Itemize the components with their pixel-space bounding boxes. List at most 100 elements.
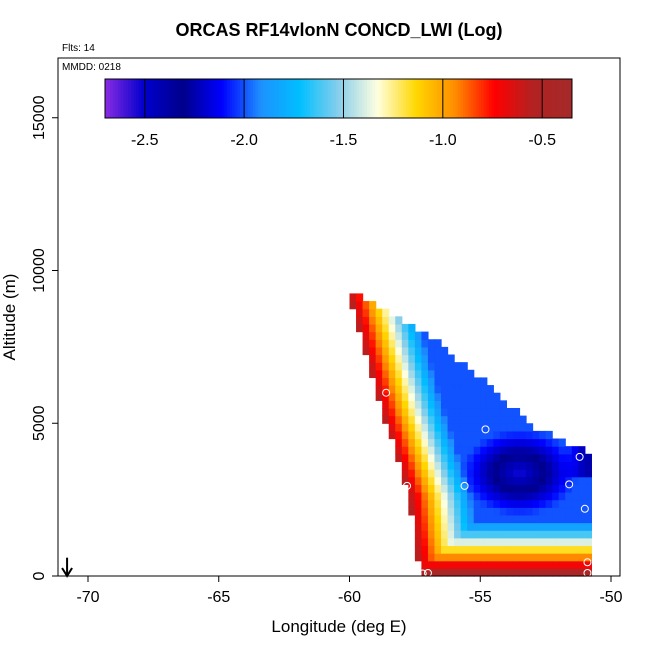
heatmap-cell	[467, 553, 475, 562]
colorbar-segment	[325, 79, 329, 118]
heatmap-cell	[565, 545, 573, 554]
heatmap-cell	[408, 369, 416, 379]
heatmap-cell	[486, 430, 494, 440]
heatmap-cell	[526, 522, 534, 531]
heatmap-cell	[421, 400, 429, 409]
heatmap-cell	[427, 522, 436, 531]
heatmap-cell	[467, 377, 475, 386]
heatmap-cell	[434, 514, 442, 524]
heatmap-cell	[447, 560, 455, 569]
x-tick-label: -60	[338, 589, 361, 606]
heatmap-cell	[421, 537, 429, 547]
heatmap-cell	[421, 484, 429, 493]
heatmap-cell	[493, 568, 501, 577]
heatmap-cell	[480, 400, 488, 409]
heatmap-cell	[532, 446, 540, 455]
colorbar-segment	[486, 79, 490, 118]
heatmap-cell	[427, 446, 436, 455]
colorbar-segment	[374, 79, 378, 118]
heatmap-cell	[493, 423, 501, 432]
heatmap-cell	[473, 430, 481, 440]
heatmap-cell	[414, 499, 423, 508]
heatmap-cell	[480, 522, 488, 531]
heatmap-cell	[388, 423, 396, 432]
heatmap-cell	[414, 354, 423, 363]
heatmap-cell	[460, 537, 468, 547]
heatmap-cell	[434, 392, 442, 401]
heatmap-cell	[519, 423, 527, 432]
heatmap-cell	[434, 362, 442, 371]
heatmap-cell	[434, 560, 442, 569]
colorbar-segment	[234, 79, 238, 118]
heatmap-cell	[532, 553, 540, 562]
heatmap-cell	[539, 545, 547, 554]
heatmap-cell	[545, 507, 553, 516]
x-tick-label: -70	[76, 589, 99, 606]
colorbar-segment	[398, 79, 402, 118]
heatmap-cell	[375, 308, 383, 317]
heatmap-cell	[447, 514, 455, 524]
heatmap-cell	[467, 400, 475, 409]
heatmap-cell	[565, 530, 573, 539]
heatmap-cell	[447, 553, 455, 562]
colorbar-segment	[138, 79, 142, 118]
heatmap-cell	[447, 385, 455, 394]
colorbar-segment	[294, 79, 298, 118]
heatmap-cell	[571, 507, 579, 516]
heatmap-cell	[552, 499, 560, 508]
heatmap-cell	[480, 545, 488, 554]
colorbar-segment	[120, 79, 124, 118]
heatmap-cell	[382, 377, 390, 386]
heatmap-cell	[454, 362, 462, 371]
colorbar-segment	[426, 79, 430, 118]
colorbar-segment	[525, 79, 529, 118]
colorbar-segment	[141, 79, 145, 118]
heatmap-cell	[421, 362, 429, 371]
heatmap-cell	[382, 407, 390, 417]
heatmap-cell	[408, 331, 416, 340]
heatmap-cell	[447, 484, 455, 493]
colorbar-segment	[302, 79, 306, 118]
heatmap-cell	[441, 553, 449, 562]
heatmap-cell	[434, 499, 442, 508]
heatmap-cell	[427, 423, 436, 432]
heatmap-cell	[545, 560, 553, 569]
heatmap-cell	[382, 308, 390, 317]
heatmap-cell	[512, 407, 521, 417]
x-axis-label: Longitude (deg E)	[271, 617, 406, 636]
heatmap-cell	[526, 446, 534, 455]
heatmap-cell	[480, 476, 488, 485]
heatmap-cell	[578, 514, 586, 524]
colorbar-segment	[551, 79, 555, 118]
heatmap-cell	[473, 446, 481, 455]
heatmap-cell	[454, 415, 462, 424]
heatmap-cell	[499, 469, 507, 478]
heatmap-cell	[539, 553, 547, 562]
heatmap-cell	[473, 530, 481, 539]
heatmap-cell	[565, 560, 573, 569]
heatmap-cell	[388, 331, 396, 340]
heatmap-cell	[441, 499, 449, 508]
heatmap-cell	[493, 469, 501, 478]
heatmap-cell	[427, 362, 436, 371]
heatmap-cell	[401, 392, 409, 401]
colorbar-segment	[535, 79, 539, 118]
heatmap-cell	[467, 438, 475, 447]
heatmap-cell	[473, 423, 481, 432]
heatmap-cell	[401, 476, 409, 485]
heatmap-cell	[434, 354, 442, 363]
heatmap-cell	[401, 369, 409, 379]
heatmap-cell	[401, 438, 409, 447]
heatmap-cell	[395, 354, 403, 363]
y-tick-label: 15000	[31, 95, 48, 140]
heatmap-cell	[382, 323, 390, 333]
colorbar-segment	[291, 79, 295, 118]
heatmap-cell	[375, 323, 383, 333]
heatmap-cell	[441, 469, 449, 478]
colorbar-segment	[169, 79, 173, 118]
heatmap-cell	[362, 331, 370, 340]
heatmap-cell	[499, 484, 507, 493]
heatmap-cell	[565, 484, 573, 493]
heatmap-cell	[401, 415, 409, 424]
heatmap-cell	[401, 461, 409, 470]
